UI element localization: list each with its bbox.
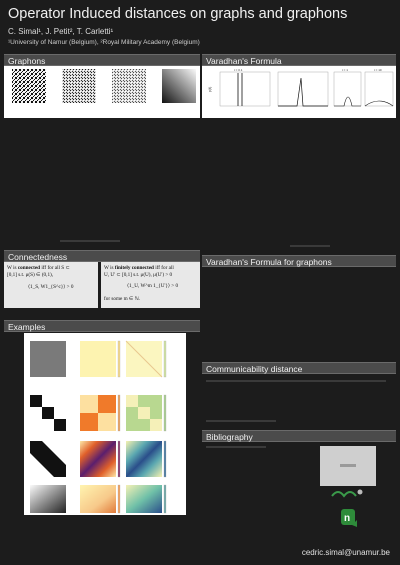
- faint-text-line: [60, 240, 120, 242]
- section-connectedness-title: Connectedness: [8, 252, 68, 262]
- varadhan-plot-3: [333, 71, 394, 107]
- section-varadhan-graphons-header: Varadhan's Formula for graphons: [202, 255, 396, 267]
- faint-text-line: [206, 420, 276, 422]
- example-1-distance-a: [80, 341, 116, 377]
- finitely-connected-definition-box: W is finitely connected iff for all U, U…: [101, 262, 200, 308]
- graphon-sample-2: [62, 69, 96, 103]
- finitely-connected-tail: for some m ∈ ℕ.: [104, 296, 141, 302]
- connected-equation: ⟨1_S, W1_{S^c}⟩ > 0: [28, 284, 74, 290]
- connected-line-1: W is connected iff for all S ⊂: [7, 265, 70, 271]
- example-3-graphon: [30, 441, 66, 477]
- section-varadhan-header: Varadhan's Formula: [202, 54, 396, 66]
- finitely-connected-line-1: W is finitely connected iff for all: [104, 265, 174, 271]
- varadhan-plot-1: [219, 71, 271, 107]
- varadhan-plot-ylabel: p(t): [208, 87, 212, 92]
- varadhan-label-3: t = 10: [374, 68, 382, 72]
- finitely-connected-equation: ⟨1_U, W^m 1_{U'}⟩ > 0: [127, 283, 179, 289]
- section-graphons-title: Graphons: [8, 56, 46, 66]
- author-list: C. Simal¹, J. Petit², T. Carletti¹: [8, 27, 114, 36]
- section-examples-title: Examples: [8, 322, 46, 332]
- example-colorbars: [117, 340, 167, 514]
- section-varadhan-title: Varadhan's Formula: [206, 56, 282, 66]
- unamur-logo-icon: n: [341, 509, 357, 527]
- example-2-graphon: [30, 395, 66, 431]
- example-3-distance-a: [80, 441, 116, 477]
- section-communicability-header: Communicability distance: [202, 362, 396, 374]
- example-3-distance-b: [126, 441, 162, 477]
- graphon-samples-figure: [12, 69, 196, 103]
- example-4-graphon: [30, 485, 66, 513]
- varadhan-plot-2: [277, 71, 329, 107]
- example-2-distance-b: [126, 395, 162, 431]
- faint-text-line: [206, 446, 266, 448]
- section-connectedness-header: Connectedness: [4, 250, 200, 262]
- graphon-limit: [162, 69, 196, 103]
- faint-text-line: [206, 380, 386, 382]
- partner-logo: [328, 486, 368, 500]
- qr-logo-block: [320, 446, 376, 486]
- section-varadhan-graphons-title: Varadhan's Formula for graphons: [206, 257, 332, 267]
- connected-line-2: [0,1] s.t. μ(S) ∈ (0,1),: [7, 272, 54, 278]
- svg-text:n: n: [344, 513, 350, 524]
- affiliations: ¹University of Namur (Belgium), ²Royal M…: [8, 39, 200, 46]
- faint-text-line: [290, 245, 330, 247]
- connected-definition-box: W is connected iff for all S ⊂ [0,1] s.t…: [4, 262, 98, 308]
- varadhan-plots-figure: p(t) t = 0.1 t = 1 t = 10: [208, 68, 394, 107]
- section-bibliography-header: Bibliography: [202, 430, 396, 442]
- logo-mark: [340, 464, 356, 467]
- example-4-distance-b: [126, 485, 162, 513]
- poster-title: Operator Induced distances on graphs and…: [8, 6, 348, 22]
- example-4-distance-a: [80, 485, 116, 513]
- example-1-graphon: [30, 341, 66, 377]
- examples-figure: [30, 340, 167, 514]
- finitely-connected-line-2: U, U' ⊂ [0,1] s.t. μ(U), μ(U') > 0: [104, 272, 173, 278]
- varadhan-label-2: t = 1: [342, 68, 348, 72]
- section-bibliography-title: Bibliography: [206, 432, 253, 442]
- graphon-sample-1: [12, 69, 46, 103]
- examples-panel: [24, 333, 186, 515]
- graphon-samples-panel: [4, 66, 200, 118]
- example-2-distance-a: [80, 395, 116, 431]
- unamur-logo: n: [340, 508, 358, 528]
- section-graphons-header: Graphons: [4, 54, 200, 66]
- varadhan-label-1: t = 0.1: [234, 68, 243, 72]
- varadhan-plots-panel: p(t) t = 0.1 t = 1 t = 10: [202, 66, 396, 118]
- partner-logo-icon: [331, 489, 363, 498]
- section-communicability-title: Communicability distance: [206, 364, 303, 374]
- graphon-sample-3: [112, 69, 146, 103]
- section-examples-header: Examples: [4, 320, 200, 332]
- contact-email[interactable]: cedric.simal@unamur.be: [301, 548, 390, 557]
